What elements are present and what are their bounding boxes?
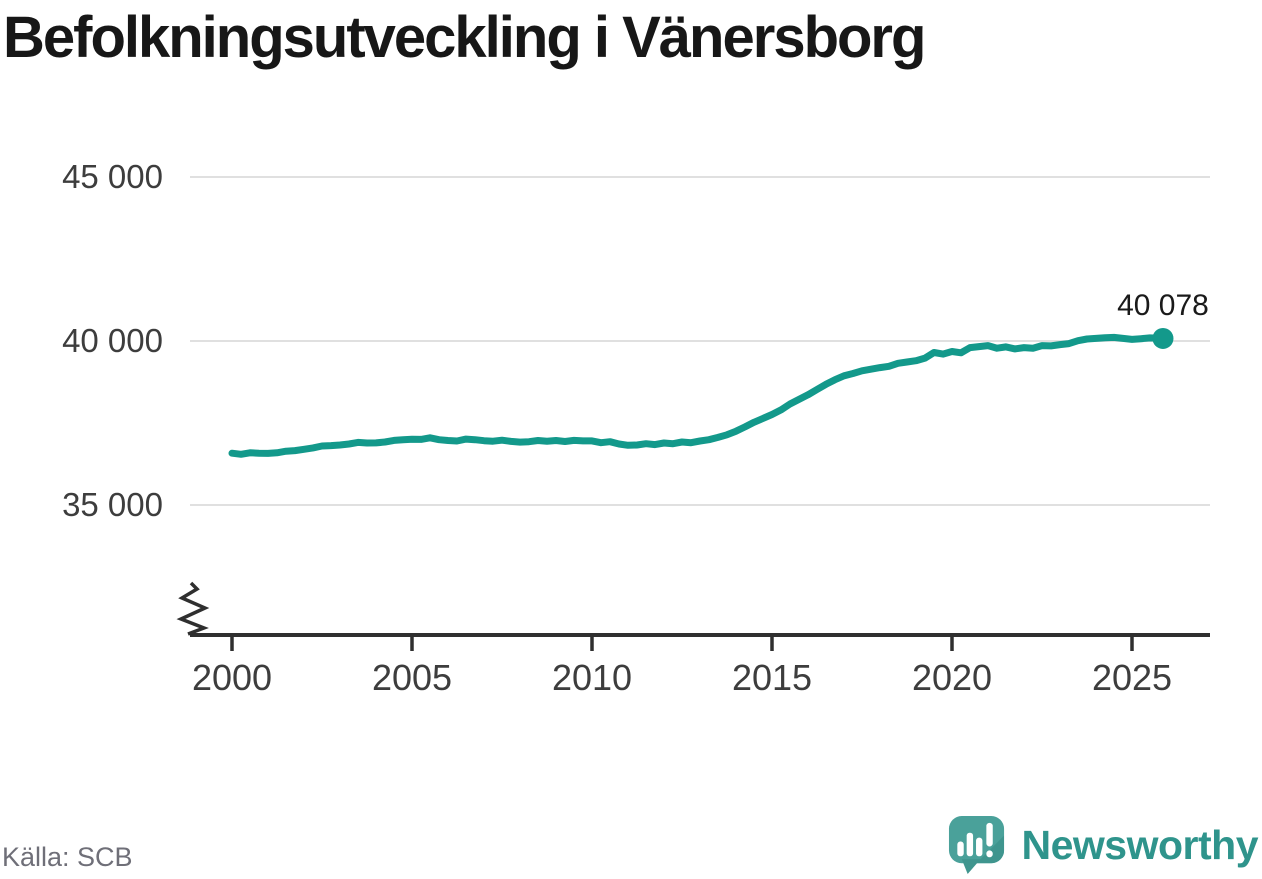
x-tick-label: 2000 <box>191 657 273 698</box>
x-axis <box>190 633 1210 651</box>
chart-title: Befolkningsutveckling i Vänersborg <box>3 5 926 70</box>
gridlines <box>190 176 1210 506</box>
y-tick-label: 40 000 <box>62 322 163 359</box>
source-label: Källa: SCB <box>2 842 133 872</box>
y-tick-label: 35 000 <box>62 486 163 523</box>
newsworthy-logo-icon <box>948 815 1004 875</box>
x-tick-label: 2010 <box>551 657 633 698</box>
x-tick-label: 2005 <box>371 657 453 698</box>
x-tick-label: 2020 <box>911 657 993 698</box>
bar-chart-glyph <box>956 822 993 858</box>
x-tick-label: 2025 <box>1091 657 1173 698</box>
y-tick-label: 45 000 <box>62 158 163 195</box>
population-line <box>228 333 1167 458</box>
x-tick-label: 2015 <box>731 657 813 698</box>
brand-name: Newsworthy <box>1021 821 1259 868</box>
latest-value-dot <box>1152 327 1174 349</box>
brand-logo: Newsworthy <box>947 814 1259 875</box>
latest-value-label: 40 078 <box>1117 289 1209 323</box>
axis-break-icon <box>176 581 210 636</box>
